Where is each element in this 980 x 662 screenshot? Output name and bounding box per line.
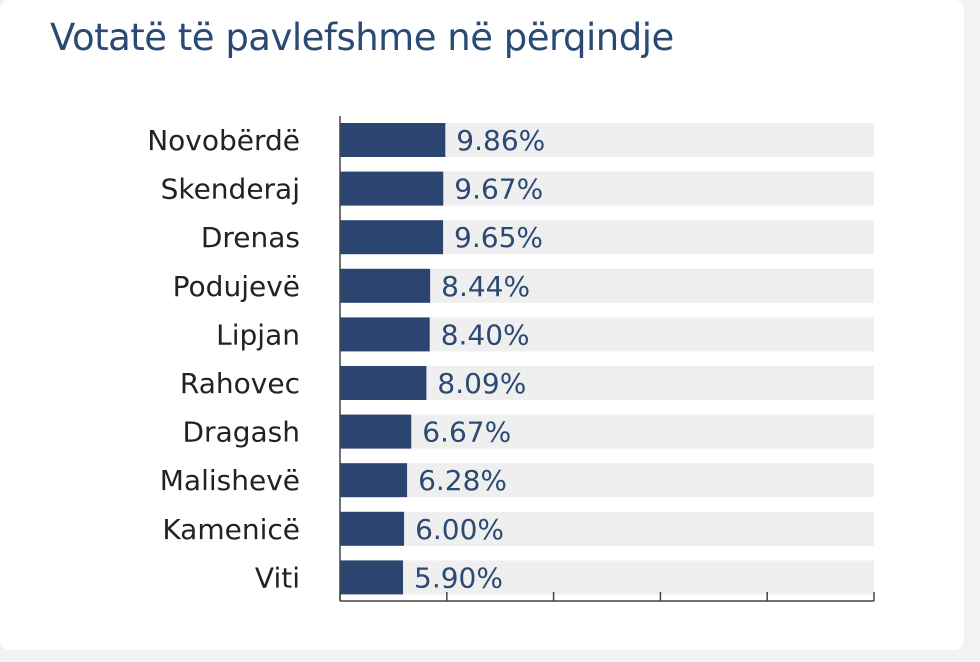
- category-label: Podujevë: [173, 270, 300, 303]
- bar: [340, 414, 412, 449]
- value-label: 9.67%: [454, 173, 543, 206]
- bar-track: [340, 560, 874, 595]
- category-label: Drenas: [201, 221, 300, 254]
- category-label: Viti: [255, 561, 300, 594]
- bar: [340, 463, 408, 498]
- category-label: Skenderaj: [161, 173, 300, 206]
- bar-track: [340, 511, 874, 546]
- value-label: 5.90%: [414, 561, 503, 594]
- bar: [340, 317, 430, 352]
- bar: [340, 220, 444, 255]
- bar: [340, 123, 446, 157]
- chart-title: Votatë të pavlefshme në përqindje: [50, 16, 674, 59]
- bar: [340, 560, 404, 595]
- bar: [340, 511, 405, 546]
- category-label: Malishevë: [160, 464, 300, 497]
- value-label: 9.65%: [454, 221, 543, 254]
- chart-card: Votatë të pavlefshme në përqindje Novobë…: [0, 0, 964, 650]
- category-label: Lipjan: [216, 318, 300, 351]
- value-label: 8.09%: [437, 367, 526, 400]
- value-label: 6.28%: [418, 464, 507, 497]
- bar: [340, 268, 431, 303]
- category-label: Kamenicë: [162, 513, 300, 546]
- category-label: Rahovec: [180, 367, 300, 400]
- bar-track: [340, 366, 874, 400]
- value-label: 6.00%: [415, 513, 504, 546]
- category-label: Novobërdë: [147, 124, 300, 157]
- bar-track: [340, 414, 874, 449]
- value-label: 6.67%: [422, 416, 511, 449]
- value-label: 8.44%: [441, 270, 530, 303]
- value-label: 9.86%: [456, 124, 545, 157]
- bar: [340, 171, 444, 206]
- bar-track: [340, 463, 874, 498]
- value-label: 8.40%: [441, 318, 530, 351]
- category-label: Dragash: [183, 416, 301, 449]
- bar: [340, 366, 427, 400]
